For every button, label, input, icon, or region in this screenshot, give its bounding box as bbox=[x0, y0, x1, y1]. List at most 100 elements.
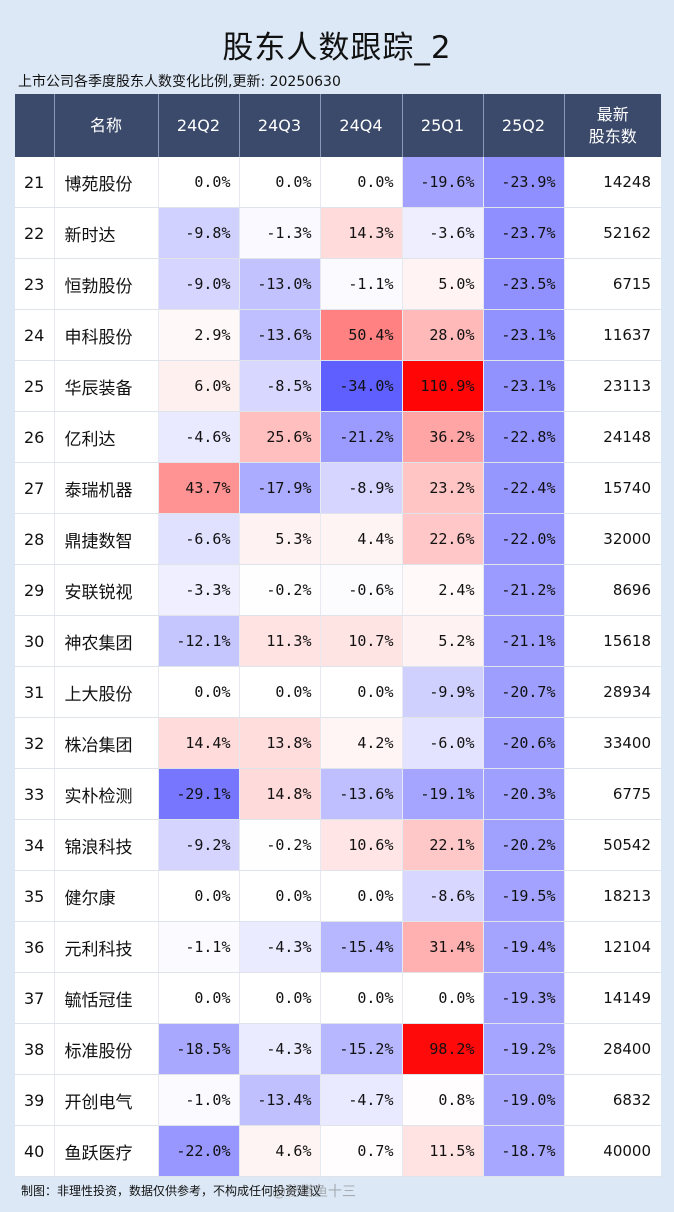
table-row: 21 博苑股份 0.0% 0.0% 0.0% -19.6% -23.9% 14248 bbox=[15, 157, 661, 208]
row-change-24q3: -8.5% bbox=[239, 360, 321, 412]
row-change-24q4: -15.2% bbox=[320, 1023, 403, 1075]
row-rank: 38 bbox=[15, 1023, 55, 1075]
row-change-25q1: 28.0% bbox=[402, 309, 484, 361]
table-row: 39 开创电气 -1.0% -13.4% -4.7% 0.8% -19.0% 6832 bbox=[15, 1074, 661, 1126]
row-change-25q1: 0.8% bbox=[402, 1074, 484, 1126]
row-latest-holders: 52162 bbox=[564, 207, 661, 259]
table-row: 34 锦浪科技 -9.2% -0.2% 10.6% 22.1% -20.2% 50542 bbox=[15, 819, 661, 871]
row-change-24q3: 0.0% bbox=[239, 157, 321, 208]
row-rank: 27 bbox=[15, 462, 55, 514]
row-change-25q2: -18.7% bbox=[483, 1125, 565, 1177]
row-change-24q2: 14.4% bbox=[158, 717, 240, 769]
table-row: 22 新时达 -9.8% -1.3% 14.3% -3.6% -23.7% 52162 bbox=[15, 207, 661, 259]
row-change-25q1: 23.2% bbox=[402, 462, 484, 514]
row-change-25q2: -23.9% bbox=[483, 157, 565, 208]
table-row: 35 健尔康 0.0% 0.0% 0.0% -8.6% -19.5% 18213 bbox=[15, 870, 661, 922]
row-change-24q4: -0.6% bbox=[320, 564, 403, 616]
table-row: 25 华辰装备 6.0% -8.5% -34.0% 110.9% -23.1% 23113 bbox=[15, 360, 661, 412]
row-change-24q3: -13.6% bbox=[239, 309, 321, 361]
row-change-24q3: 25.6% bbox=[239, 411, 321, 463]
row-change-25q1: -19.1% bbox=[402, 768, 484, 820]
table-header-row: 名称 24Q2 24Q3 24Q4 25Q1 25Q2 最新 股东数 bbox=[15, 94, 661, 157]
row-change-24q2: 0.0% bbox=[158, 972, 240, 1024]
row-company-name: 神农集团 bbox=[54, 615, 159, 667]
row-rank: 23 bbox=[15, 258, 55, 310]
row-rank: 33 bbox=[15, 768, 55, 820]
row-company-name: 元利科技 bbox=[54, 921, 159, 973]
row-latest-holders: 15740 bbox=[564, 462, 661, 514]
row-change-24q2: -6.6% bbox=[158, 513, 240, 565]
row-company-name: 亿利达 bbox=[54, 411, 159, 463]
row-change-24q4: -4.7% bbox=[320, 1074, 403, 1126]
row-change-24q2: -1.1% bbox=[158, 921, 240, 973]
header-latest-holders: 最新 股东数 bbox=[564, 94, 661, 157]
row-change-24q4: -8.9% bbox=[320, 462, 403, 514]
row-change-25q2: -20.6% bbox=[483, 717, 565, 769]
table-row: 24 申科股份 2.9% -13.6% 50.4% 28.0% -23.1% 11637 bbox=[15, 309, 661, 361]
row-change-24q4: 10.6% bbox=[320, 819, 403, 871]
page-subtitle: 上市公司各季度股东人数变化比例,更新: 20250630 bbox=[18, 74, 341, 90]
row-company-name: 株冶集团 bbox=[54, 717, 159, 769]
row-change-25q2: -19.2% bbox=[483, 1023, 565, 1075]
table-row: 26 亿利达 -4.6% 25.6% -21.2% 36.2% -22.8% 24148 bbox=[15, 411, 661, 463]
header-25q1: 25Q1 bbox=[402, 94, 484, 157]
row-change-24q2: -9.8% bbox=[158, 207, 240, 259]
row-change-25q1: 11.5% bbox=[402, 1125, 484, 1177]
row-change-24q4: -1.1% bbox=[320, 258, 403, 310]
row-company-name: 实朴检测 bbox=[54, 768, 159, 820]
row-company-name: 鱼跃医疗 bbox=[54, 1125, 159, 1177]
table-row: 27 泰瑞机器 43.7% -17.9% -8.9% 23.2% -22.4% 15740 bbox=[15, 462, 661, 514]
row-change-24q2: 0.0% bbox=[158, 666, 240, 718]
header-rank bbox=[15, 94, 55, 157]
row-change-24q3: -4.3% bbox=[239, 1023, 321, 1075]
row-latest-holders: 11637 bbox=[564, 309, 661, 361]
row-change-25q1: 31.4% bbox=[402, 921, 484, 973]
row-change-25q1: -3.6% bbox=[402, 207, 484, 259]
row-change-25q1: 22.6% bbox=[402, 513, 484, 565]
row-change-24q4: 14.3% bbox=[320, 207, 403, 259]
row-latest-holders: 28400 bbox=[564, 1023, 661, 1075]
row-change-24q4: 0.0% bbox=[320, 666, 403, 718]
row-change-25q1: 36.2% bbox=[402, 411, 484, 463]
row-latest-holders: 28934 bbox=[564, 666, 661, 718]
table-row: 30 神农集团 -12.1% 11.3% 10.7% 5.2% -21.1% 15618 bbox=[15, 615, 661, 667]
row-change-24q2: 2.9% bbox=[158, 309, 240, 361]
table-row: 32 株冶集团 14.4% 13.8% 4.2% -6.0% -20.6% 33400 bbox=[15, 717, 661, 769]
row-change-25q2: -21.2% bbox=[483, 564, 565, 616]
row-change-24q3: -1.3% bbox=[239, 207, 321, 259]
shareholder-table: 名称 24Q2 24Q3 24Q4 25Q1 25Q2 最新 股东数 21 博苑股… bbox=[15, 94, 661, 1177]
row-latest-holders: 6775 bbox=[564, 768, 661, 820]
row-rank: 29 bbox=[15, 564, 55, 616]
row-change-24q3: -0.2% bbox=[239, 819, 321, 871]
row-change-24q2: -4.6% bbox=[158, 411, 240, 463]
row-change-25q1: 2.4% bbox=[402, 564, 484, 616]
row-latest-holders: 12104 bbox=[564, 921, 661, 973]
table-row: 31 上大股份 0.0% 0.0% 0.0% -9.9% -20.7% 28934 bbox=[15, 666, 661, 718]
row-change-25q1: 22.1% bbox=[402, 819, 484, 871]
row-change-24q2: -9.0% bbox=[158, 258, 240, 310]
row-latest-holders: 8696 bbox=[564, 564, 661, 616]
row-change-24q2: 43.7% bbox=[158, 462, 240, 514]
row-change-24q3: 11.3% bbox=[239, 615, 321, 667]
row-company-name: 毓恬冠佳 bbox=[54, 972, 159, 1024]
row-change-24q4: 0.0% bbox=[320, 972, 403, 1024]
row-change-24q2: -29.1% bbox=[158, 768, 240, 820]
row-rank: 26 bbox=[15, 411, 55, 463]
table-row: 40 鱼跃医疗 -22.0% 4.6% 0.7% 11.5% -18.7% 40000 bbox=[15, 1125, 661, 1177]
row-latest-holders: 33400 bbox=[564, 717, 661, 769]
row-change-24q3: 0.0% bbox=[239, 666, 321, 718]
table-row: 28 鼎捷数智 -6.6% 5.3% 4.4% 22.6% -22.0% 32000 bbox=[15, 513, 661, 565]
row-rank: 34 bbox=[15, 819, 55, 871]
row-change-25q2: -20.3% bbox=[483, 768, 565, 820]
table-row: 33 实朴检测 -29.1% 14.8% -13.6% -19.1% -20.3% 6775 bbox=[15, 768, 661, 820]
row-change-25q2: -19.0% bbox=[483, 1074, 565, 1126]
row-change-24q2: -12.1% bbox=[158, 615, 240, 667]
row-change-24q3: -4.3% bbox=[239, 921, 321, 973]
row-change-25q1: -9.9% bbox=[402, 666, 484, 718]
row-change-25q2: -20.7% bbox=[483, 666, 565, 718]
row-rank: 21 bbox=[15, 157, 55, 208]
row-change-24q3: 13.8% bbox=[239, 717, 321, 769]
row-change-24q4: 50.4% bbox=[320, 309, 403, 361]
row-change-24q3: -13.4% bbox=[239, 1074, 321, 1126]
table-row: 23 恒勃股份 -9.0% -13.0% -1.1% 5.0% -23.5% 6715 bbox=[15, 258, 661, 310]
